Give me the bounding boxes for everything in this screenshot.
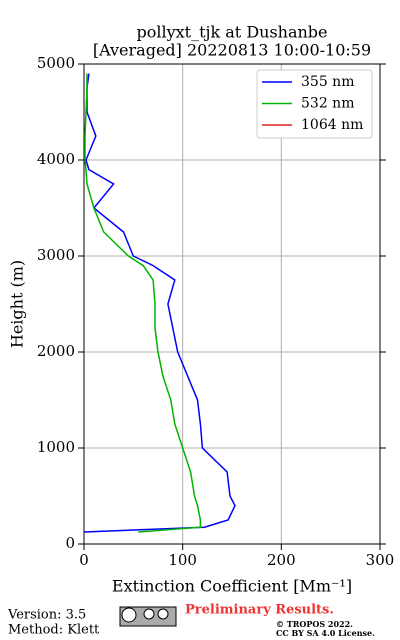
- data-line: [84, 73, 202, 533]
- legend-label: 355 nm: [301, 74, 354, 90]
- x-tick-label: 300: [366, 551, 395, 569]
- preliminary-note: Preliminary Results.: [185, 603, 334, 618]
- method: Method: Klett: [8, 623, 100, 638]
- version: Version: 3.5: [7, 608, 86, 623]
- plot-frame: [83, 63, 381, 545]
- x-tick-label: 0: [79, 551, 89, 569]
- data-line: [83, 73, 236, 533]
- copyright: © TROPOS 2022.: [276, 619, 353, 629]
- cc-badge: [119, 606, 177, 627]
- legend-box: [256, 69, 373, 139]
- y-tick-label: 1000: [37, 438, 75, 456]
- chart-subtitle: [Averaged] 20220813 10:00-10:59: [93, 41, 371, 60]
- y-axis-label: Height (m): [8, 260, 27, 348]
- y-tick-label: 5000: [37, 54, 75, 72]
- legend-label: 1064 nm: [301, 117, 363, 133]
- y-tick-label: 4000: [37, 150, 75, 168]
- y-tick-label: 2000: [37, 342, 75, 360]
- license: CC BY SA 4.0 License.: [276, 628, 375, 638]
- chart-title: pollyxt_tjk at Dushanbe: [136, 23, 327, 42]
- x-tick-label: 100: [168, 551, 197, 569]
- y-tick-label: 3000: [37, 246, 75, 264]
- y-tick-label: 0: [65, 534, 75, 552]
- x-tick-label: 200: [267, 551, 296, 569]
- x-axis-label: Extinction Coefficient [Mm⁻¹]: [112, 577, 352, 596]
- legend-label: 532 nm: [301, 96, 354, 112]
